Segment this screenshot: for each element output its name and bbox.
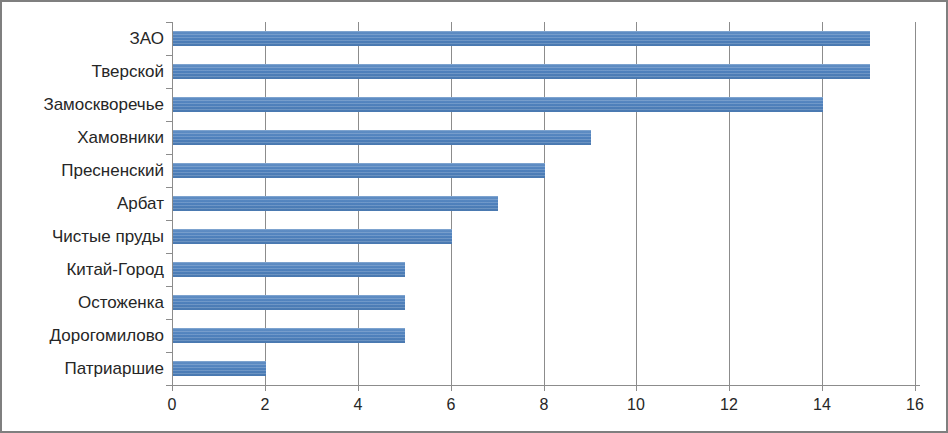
x-tick-label: 10 [611,395,661,415]
y-axis-tick [166,88,172,89]
category-label: Дорогомилово [2,325,164,347]
bar [173,328,405,343]
bar [173,64,870,79]
x-tick-label: 12 [704,395,754,415]
bar [173,163,545,178]
y-axis-tick [166,319,172,320]
x-tick-label: 4 [333,395,383,415]
y-axis-tick [166,187,172,188]
category-label: Патриаршие [2,358,164,380]
x-axis-tick [915,386,916,391]
bar [173,196,498,211]
x-tick-label: 0 [147,395,197,415]
x-axis-tick [451,386,452,391]
bar [173,361,266,376]
bar [173,229,452,244]
category-label: Арбат [2,193,164,215]
category-label: ЗАО [2,28,164,50]
x-tick-label: 6 [426,395,476,415]
y-axis-tick [166,352,172,353]
category-label: Остоженка [2,292,164,314]
x-axis-tick [265,386,266,391]
chart-frame: 0 2 4 6 8 10 12 14 16 ЗАО Тверской Замоскворечье Хам… [0,0,948,433]
x-axis-tick [172,386,173,391]
y-axis-tick [166,121,172,122]
category-label: Хамовники [2,127,164,149]
bar [173,295,405,310]
category-label: Китай-Город [2,259,164,281]
x-tick-label: 2 [240,395,290,415]
x-axis-tick [544,386,545,391]
bar [173,97,823,112]
x-tick-label: 8 [519,395,569,415]
bar [173,130,591,145]
category-label: Чистые пруды [2,226,164,248]
x-axis-tick [636,386,637,391]
bar [173,262,405,277]
x-tick-label: 16 [890,395,940,415]
bar [173,31,870,46]
x-axis-tick [729,386,730,391]
x-tick-label: 14 [797,395,847,415]
x-axis-tick [822,386,823,391]
gridline [915,22,916,385]
y-axis-tick [166,220,172,221]
x-axis-tick [358,386,359,391]
y-axis-tick [166,22,172,23]
y-axis-tick [166,286,172,287]
y-axis-tick [166,55,172,56]
y-axis-tick [166,154,172,155]
y-axis-tick [166,253,172,254]
category-label: Пресненский [2,160,164,182]
category-label: Тверской [2,61,164,83]
category-label: Замоскворечье [2,94,164,116]
